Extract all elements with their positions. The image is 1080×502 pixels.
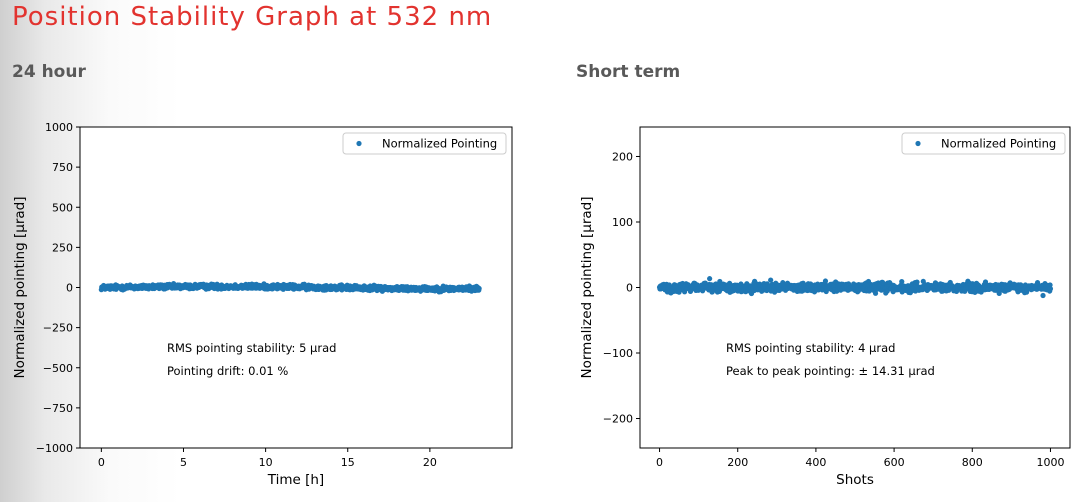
y-tick-label: 0: [66, 282, 73, 295]
y-tick-label: 0: [626, 282, 633, 295]
page-title: Position Stability Graph at 532 nm: [12, 2, 493, 32]
data-point: [822, 278, 829, 284]
data-point: [914, 279, 920, 285]
legend-box: [342, 132, 507, 155]
annotation-text: Pointing drift: 0.01 %: [167, 364, 288, 378]
data-point: [1047, 282, 1053, 288]
x-tick-label: 10: [259, 456, 273, 469]
y-tick-label: 500: [52, 201, 73, 214]
x-axis-label: Time [h]: [267, 472, 324, 488]
x-tick-label: 1000: [1036, 456, 1064, 469]
legend-label: Normalized Pointing: [941, 137, 1056, 151]
x-tick-label: 15: [341, 456, 355, 469]
y-tick-label: 100: [612, 216, 633, 229]
y-axis-label: Normalized pointing [μrad]: [579, 197, 595, 379]
y-tick-label: 750: [52, 161, 73, 174]
section-heading-24-hour: 24 hour: [12, 62, 86, 82]
legend-marker: [356, 140, 362, 147]
y-tick-label: −100: [603, 347, 633, 360]
data-point: [1047, 286, 1054, 292]
annotation-text: RMS pointing stability: 5 μrad: [167, 341, 336, 355]
legend-label: Normalized Pointing: [382, 137, 497, 151]
x-tick-label: 200: [727, 456, 748, 469]
data-point: [1040, 292, 1046, 299]
x-tick-label: 0: [98, 456, 105, 469]
chart-short-term: 0 200 400 600 800 10002001000−100−200ShotsNor…: [579, 126, 1071, 488]
x-tick-label: 600: [884, 456, 905, 469]
x-tick-label: 400: [805, 456, 826, 469]
y-axis-label: Normalized pointing [μrad]: [12, 197, 28, 379]
y-tick-label: −200: [603, 413, 633, 426]
legend: Normalized Pointing: [342, 132, 507, 155]
legend-marker: [915, 140, 921, 147]
data-points: [98, 281, 482, 295]
data-point: [476, 285, 482, 292]
x-tick-label: 20: [423, 456, 437, 469]
x-tick-label: 5: [180, 456, 187, 469]
y-tick-label: 250: [52, 241, 73, 254]
x-tick-label: 0: [656, 456, 663, 469]
annotation-text: Peak to peak pointing: ± 14.31 μrad: [726, 364, 935, 378]
y-tick-label: −250: [43, 322, 73, 335]
data-point: [768, 277, 774, 283]
y-tick-label: −500: [43, 362, 73, 375]
chart-24-hour: 0 5 10 15 20 1000 750 500 250 0 −250 −500 −750 −1000 T…: [12, 121, 513, 488]
annotation-text: RMS pointing stability: 4 μrad: [726, 341, 895, 355]
data-point: [707, 276, 713, 282]
legend: Normalized Pointing: [901, 132, 1066, 155]
x-tick-label: 800: [962, 456, 983, 469]
section-heading-short-term: Short term: [576, 62, 681, 82]
y-tick-label: −750: [43, 402, 73, 415]
y-tick-label: −1000: [36, 442, 73, 455]
data-point: [982, 279, 989, 285]
y-tick-label: 1000: [45, 121, 73, 134]
y-tick-label: 200: [612, 150, 633, 163]
data-point: [899, 279, 905, 285]
legend-box: [901, 132, 1066, 155]
x-axis-label: Shots: [836, 472, 874, 488]
data-points: [656, 276, 1054, 299]
